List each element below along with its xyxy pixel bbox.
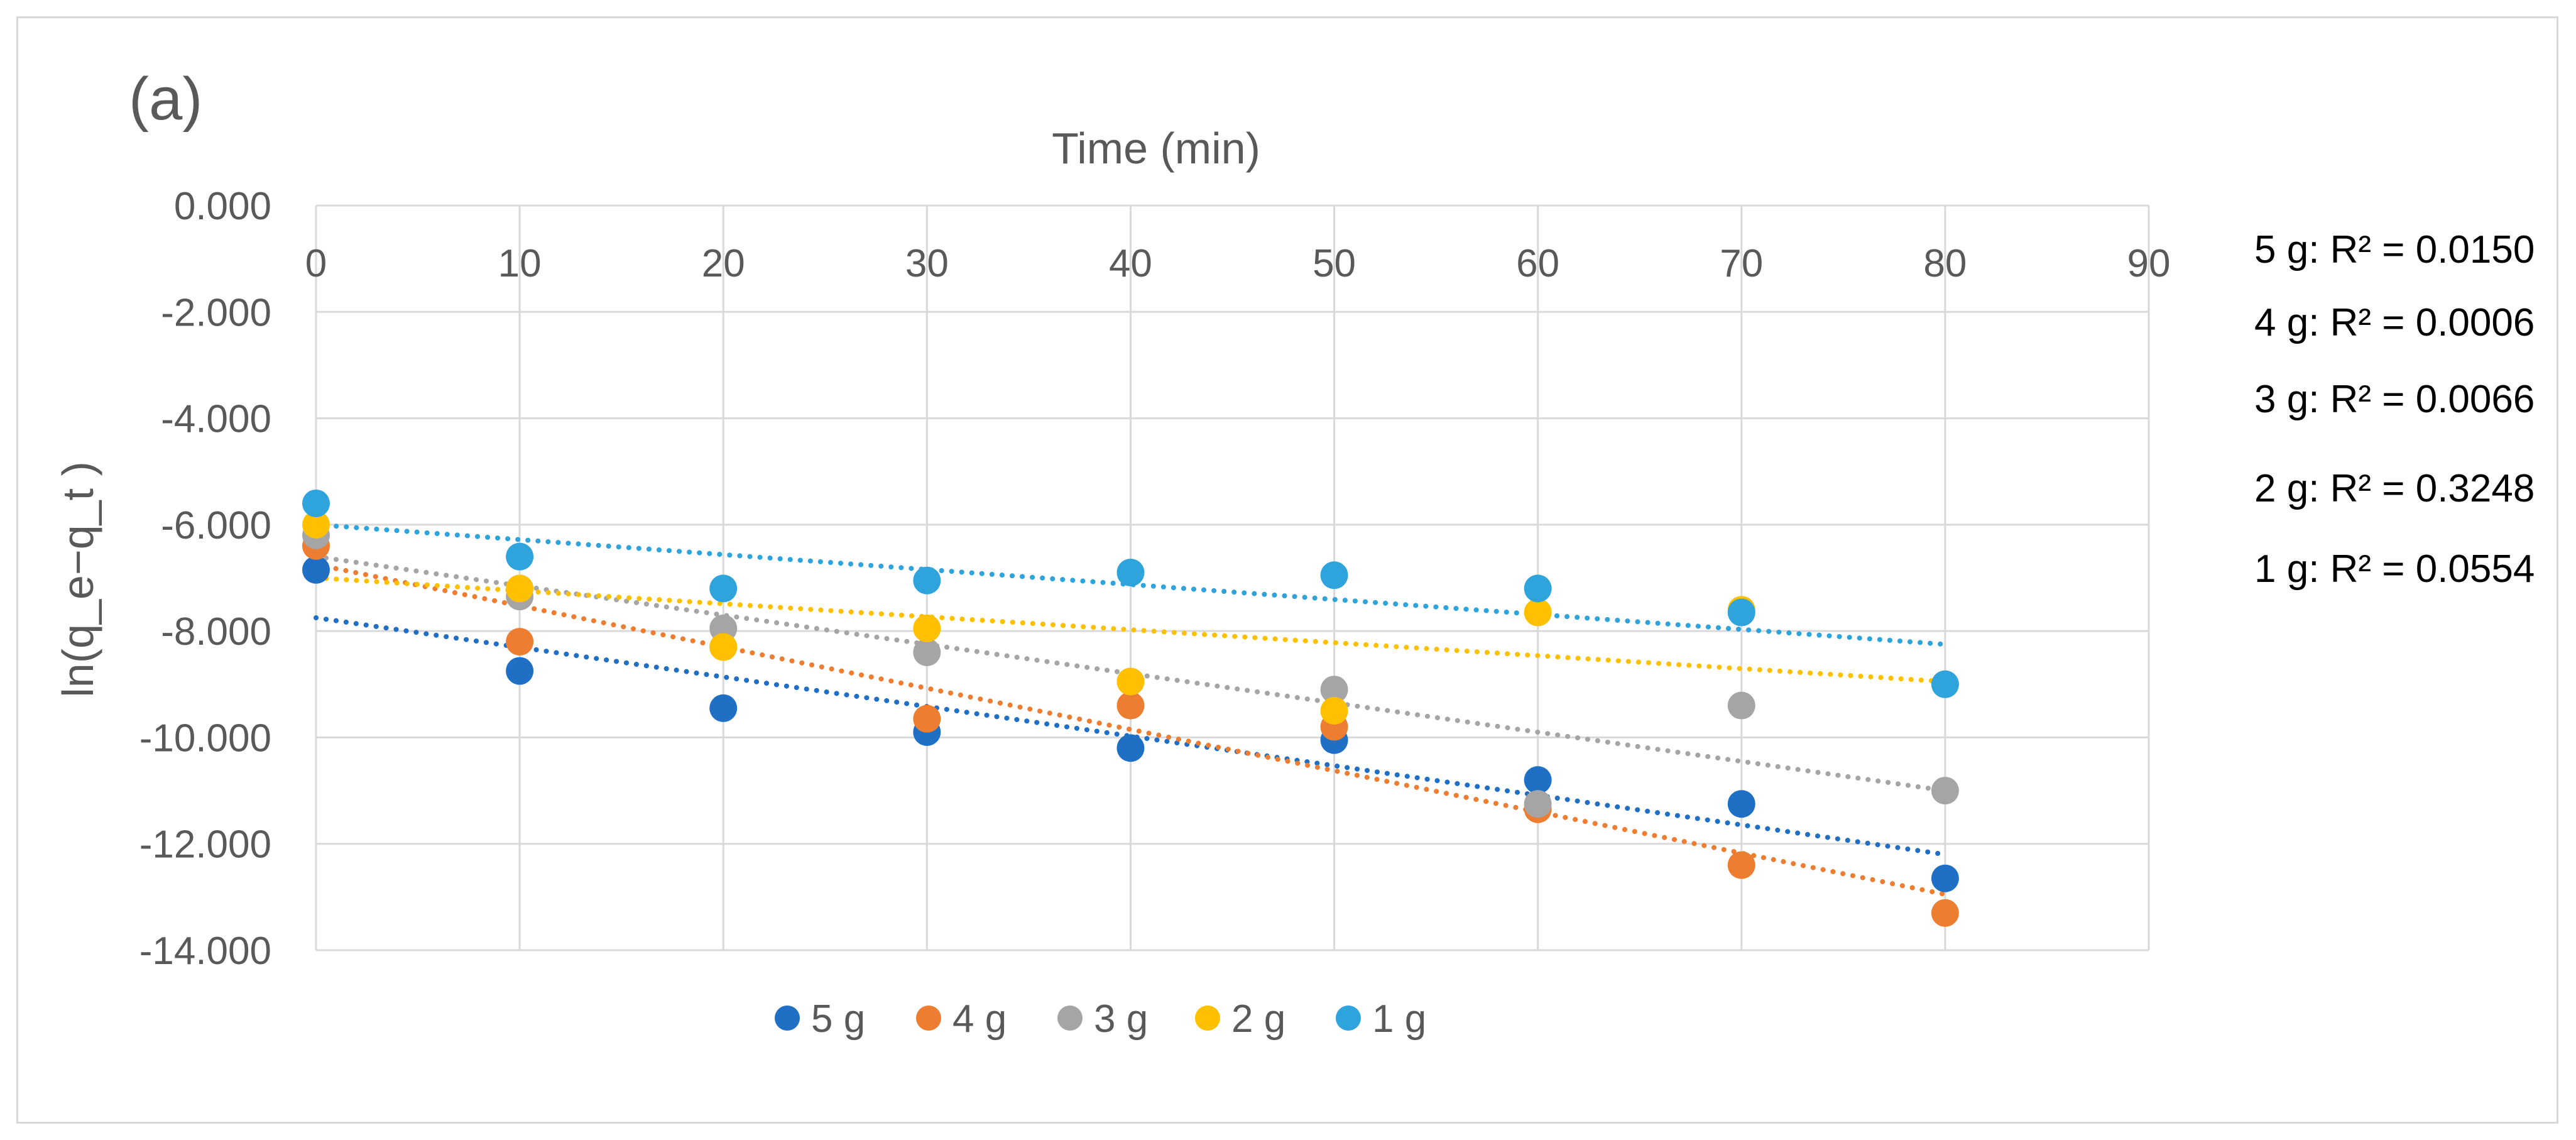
y-tick-label: -6.000: [161, 504, 271, 547]
point-1-g: [1524, 574, 1552, 603]
point-5-g: [709, 694, 738, 722]
trendline-4-g: [314, 562, 1948, 897]
legend-marker-3-g: [1057, 1006, 1083, 1031]
x-tick-label: 0: [305, 242, 327, 285]
r2-label-5-g: 5 g: R² = 0.0150: [2254, 228, 2535, 271]
point-1-g: [1931, 670, 1959, 698]
legend-label-5-g: 5 g: [811, 997, 865, 1041]
point-1-g: [709, 574, 738, 603]
point-2-g: [1524, 598, 1552, 627]
legend-marker-5-g: [775, 1006, 800, 1031]
trendline-2-g: [314, 575, 1948, 684]
point-4-g: [1727, 851, 1755, 879]
legend: 5 g 4 g 3 g 2 g 1 g: [775, 997, 1426, 1041]
point-2-g: [506, 574, 534, 603]
point-4-g: [1116, 691, 1145, 720]
point-2-g: [302, 510, 330, 539]
point-1-g: [913, 566, 941, 595]
r2-label-2-g: 2 g: R² = 0.3248: [2254, 467, 2535, 510]
point-3-g: [1931, 777, 1959, 805]
point-2-g: [1320, 697, 1348, 725]
y-tick-label: -14.000: [139, 929, 271, 973]
x-tick-label: 90: [2127, 242, 2171, 285]
r2-label-3-g: 3 g: R² = 0.0066: [2254, 378, 2535, 421]
point-2-g: [913, 614, 941, 642]
point-1-g: [506, 542, 534, 571]
point-5-g: [1931, 864, 1959, 892]
r2-label-4-g: 4 g: R² = 0.0006: [2254, 301, 2535, 344]
y-tick-label: -8.000: [161, 610, 271, 654]
legend-marker-4-g: [916, 1006, 941, 1031]
point-5-g: [302, 556, 330, 584]
point-4-g: [1931, 899, 1959, 927]
point-4-g: [506, 628, 534, 656]
y-tick-label: -10.000: [139, 716, 271, 760]
r2-label-1-g: 1 g: R² = 0.0554: [2254, 547, 2535, 591]
gridlines: [315, 204, 2150, 951]
x-tick-label: 80: [1923, 242, 1967, 285]
legend-marker-2-g: [1195, 1006, 1220, 1031]
point-5-g: [1116, 734, 1145, 762]
legend-label-3-g: 3 g: [1094, 997, 1148, 1041]
legend-label-4-g: 4 g: [952, 997, 1007, 1041]
legend-label-1-g: 1 g: [1372, 997, 1426, 1041]
panel-label: (a): [129, 65, 202, 133]
point-4-g: [913, 704, 941, 733]
point-2-g: [1116, 667, 1145, 696]
trendlines: [314, 522, 1948, 897]
y-tick-label: 0.000: [174, 185, 271, 228]
y-axis-title: ln(q_e−q_t ): [53, 461, 102, 698]
x-tick-label: 50: [1313, 242, 1356, 285]
x-tick-label: 20: [702, 242, 745, 285]
point-1-g: [1320, 561, 1348, 589]
y-tick-labels: 0.000 -2.000 -4.000 -6.000 -8.000 -10.000 -12.…: [139, 185, 271, 973]
trendline-5-g: [314, 615, 1948, 857]
y-tick-label: -12.000: [139, 823, 271, 867]
point-3-g: [1320, 676, 1348, 704]
point-3-g: [1524, 790, 1552, 818]
y-tick-label: -2.000: [161, 291, 271, 334]
legend-label-2-g: 2 g: [1231, 997, 1285, 1041]
x-tick-label: 10: [498, 242, 542, 285]
data-points: [302, 490, 1959, 927]
legend-marker-1-g: [1336, 1006, 1361, 1031]
x-tick-labels: 0 10 20 30 40 50 60 70 80 90: [305, 242, 2171, 285]
point-5-g: [1524, 766, 1552, 794]
x-tick-label: 30: [905, 242, 949, 285]
point-1-g: [1727, 598, 1755, 627]
x-tick-label: 60: [1516, 242, 1559, 285]
point-2-g: [709, 633, 738, 661]
point-3-g: [913, 639, 941, 666]
x-tick-label: 40: [1109, 242, 1152, 285]
x-axis-title: Time (min): [1052, 124, 1260, 173]
point-1-g: [302, 490, 330, 517]
chart-frame: [16, 16, 2558, 1124]
point-3-g: [1727, 691, 1755, 720]
point-5-g: [506, 657, 534, 685]
point-1-g: [1116, 559, 1145, 587]
trendline-1-g: [314, 522, 1948, 647]
point-5-g: [1727, 790, 1755, 818]
x-tick-label: 70: [1720, 242, 1763, 285]
y-tick-label: -4.000: [161, 398, 271, 441]
